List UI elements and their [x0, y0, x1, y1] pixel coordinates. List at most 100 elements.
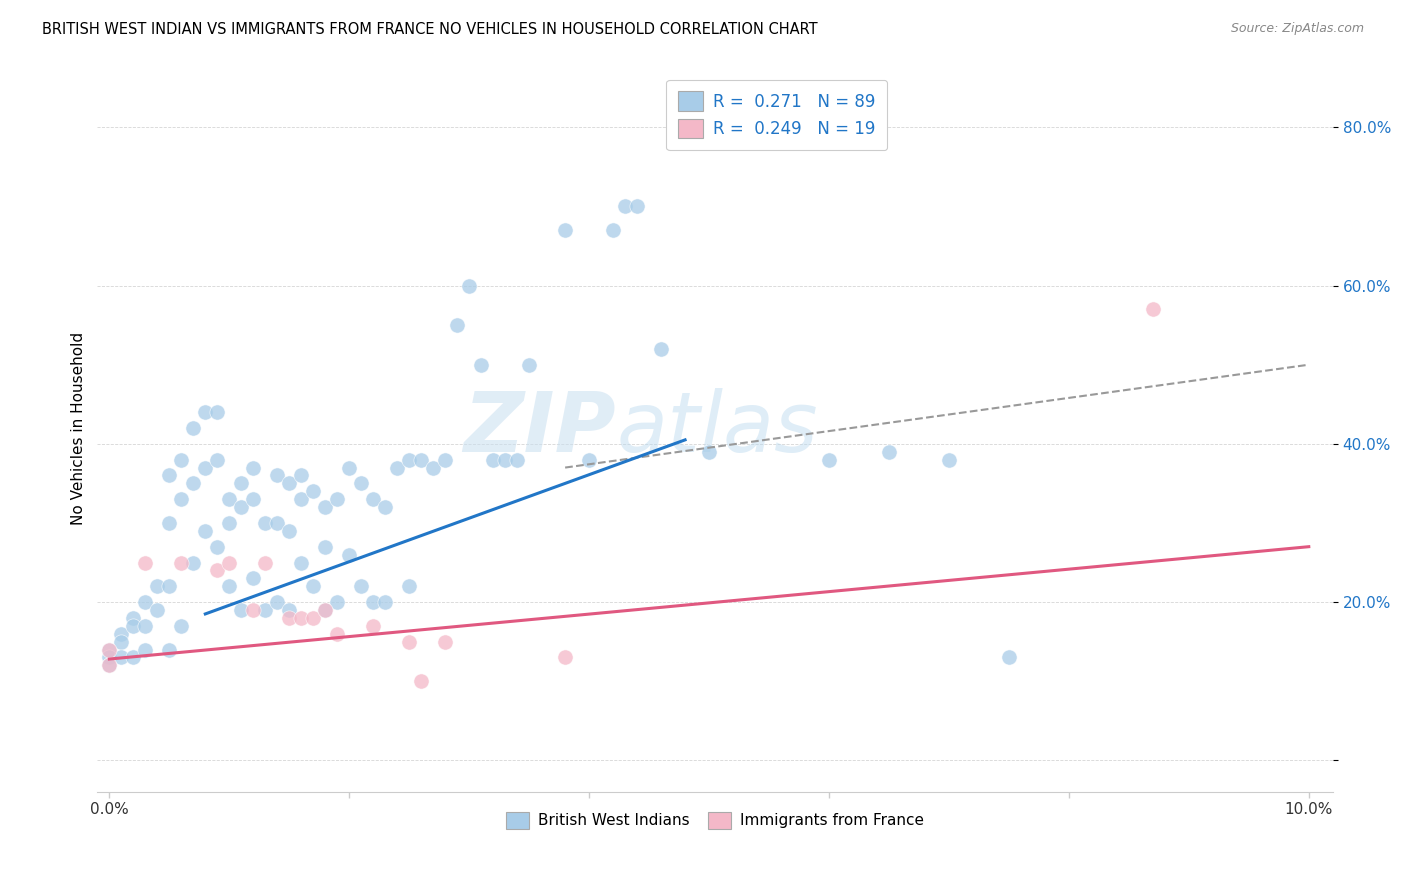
Point [122, 650, 145, 665]
Point [361, 492, 384, 507]
Point [194, 460, 217, 475]
Point [98, 658, 121, 673]
Point [482, 452, 505, 467]
Point [110, 650, 132, 665]
Point [614, 199, 637, 213]
Point [314, 540, 336, 554]
Point [337, 548, 360, 562]
Point [278, 603, 301, 617]
Point [218, 579, 240, 593]
Point [218, 516, 240, 530]
Point [254, 556, 277, 570]
Point [266, 516, 288, 530]
Point [434, 634, 457, 648]
Point [422, 460, 444, 475]
Point [326, 595, 349, 609]
Point [302, 611, 325, 625]
Point [254, 603, 277, 617]
Point [877, 444, 900, 458]
Point [1142, 302, 1164, 317]
Point [181, 421, 204, 435]
Text: BRITISH WEST INDIAN VS IMMIGRANTS FROM FRANCE NO VEHICLES IN HOUSEHOLD CORRELATI: BRITISH WEST INDIAN VS IMMIGRANTS FROM F… [42, 22, 818, 37]
Point [938, 452, 960, 467]
Point [170, 452, 193, 467]
Point [290, 611, 312, 625]
Point [207, 540, 229, 554]
Point [434, 452, 457, 467]
Point [626, 199, 648, 213]
Point [157, 468, 180, 483]
Point [374, 500, 396, 515]
Point [134, 619, 156, 633]
Point [98, 642, 121, 657]
Point [554, 223, 576, 237]
Text: ZIP: ZIP [464, 387, 616, 468]
Point [218, 556, 240, 570]
Point [361, 619, 384, 633]
Point [122, 611, 145, 625]
Point [517, 358, 540, 372]
Point [110, 626, 132, 640]
Y-axis label: No Vehicles in Household: No Vehicles in Household [72, 332, 86, 524]
Point [398, 579, 420, 593]
Point [650, 342, 672, 356]
Point [266, 595, 288, 609]
Point [242, 492, 264, 507]
Point [157, 579, 180, 593]
Point [458, 278, 481, 293]
Point [302, 484, 325, 499]
Point [314, 603, 336, 617]
Point [98, 658, 121, 673]
Point [207, 405, 229, 419]
Point [350, 579, 373, 593]
Point [231, 500, 253, 515]
Point [181, 476, 204, 491]
Point [337, 460, 360, 475]
Point [231, 476, 253, 491]
Point [387, 460, 409, 475]
Point [314, 603, 336, 617]
Point [326, 492, 349, 507]
Point [290, 492, 312, 507]
Point [361, 595, 384, 609]
Text: Source: ZipAtlas.com: Source: ZipAtlas.com [1230, 22, 1364, 36]
Point [134, 595, 156, 609]
Point [290, 468, 312, 483]
Point [181, 556, 204, 570]
Point [170, 619, 193, 633]
Point [278, 611, 301, 625]
Point [494, 452, 516, 467]
Point [98, 642, 121, 657]
Point [602, 223, 624, 237]
Point [818, 452, 841, 467]
Point [290, 556, 312, 570]
Point [254, 516, 277, 530]
Point [146, 579, 169, 593]
Point [122, 619, 145, 633]
Point [314, 500, 336, 515]
Point [350, 476, 373, 491]
Point [242, 571, 264, 585]
Point [157, 642, 180, 657]
Point [218, 492, 240, 507]
Point [242, 460, 264, 475]
Point [207, 452, 229, 467]
Point [302, 579, 325, 593]
Point [398, 634, 420, 648]
Point [157, 516, 180, 530]
Point [470, 358, 492, 372]
Point [146, 603, 169, 617]
Point [134, 642, 156, 657]
Point [207, 563, 229, 577]
Point [266, 468, 288, 483]
Point [374, 595, 396, 609]
Point [194, 524, 217, 538]
Point [170, 556, 193, 570]
Point [578, 452, 600, 467]
Point [170, 492, 193, 507]
Point [110, 634, 132, 648]
Point [278, 476, 301, 491]
Point [697, 444, 720, 458]
Point [326, 626, 349, 640]
Legend: British West Indians, Immigrants from France: British West Indians, Immigrants from Fr… [501, 805, 931, 835]
